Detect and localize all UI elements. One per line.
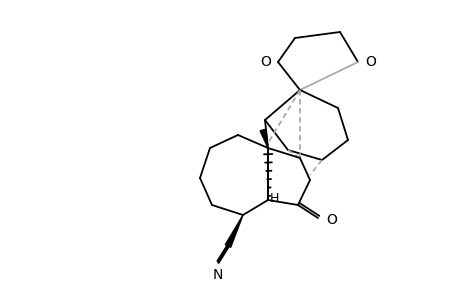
Text: H: H	[269, 191, 279, 205]
Polygon shape	[225, 215, 242, 247]
Polygon shape	[259, 129, 268, 148]
Text: O: O	[259, 55, 270, 69]
Text: O: O	[364, 55, 375, 69]
Text: O: O	[325, 213, 336, 227]
Text: N: N	[213, 268, 223, 282]
